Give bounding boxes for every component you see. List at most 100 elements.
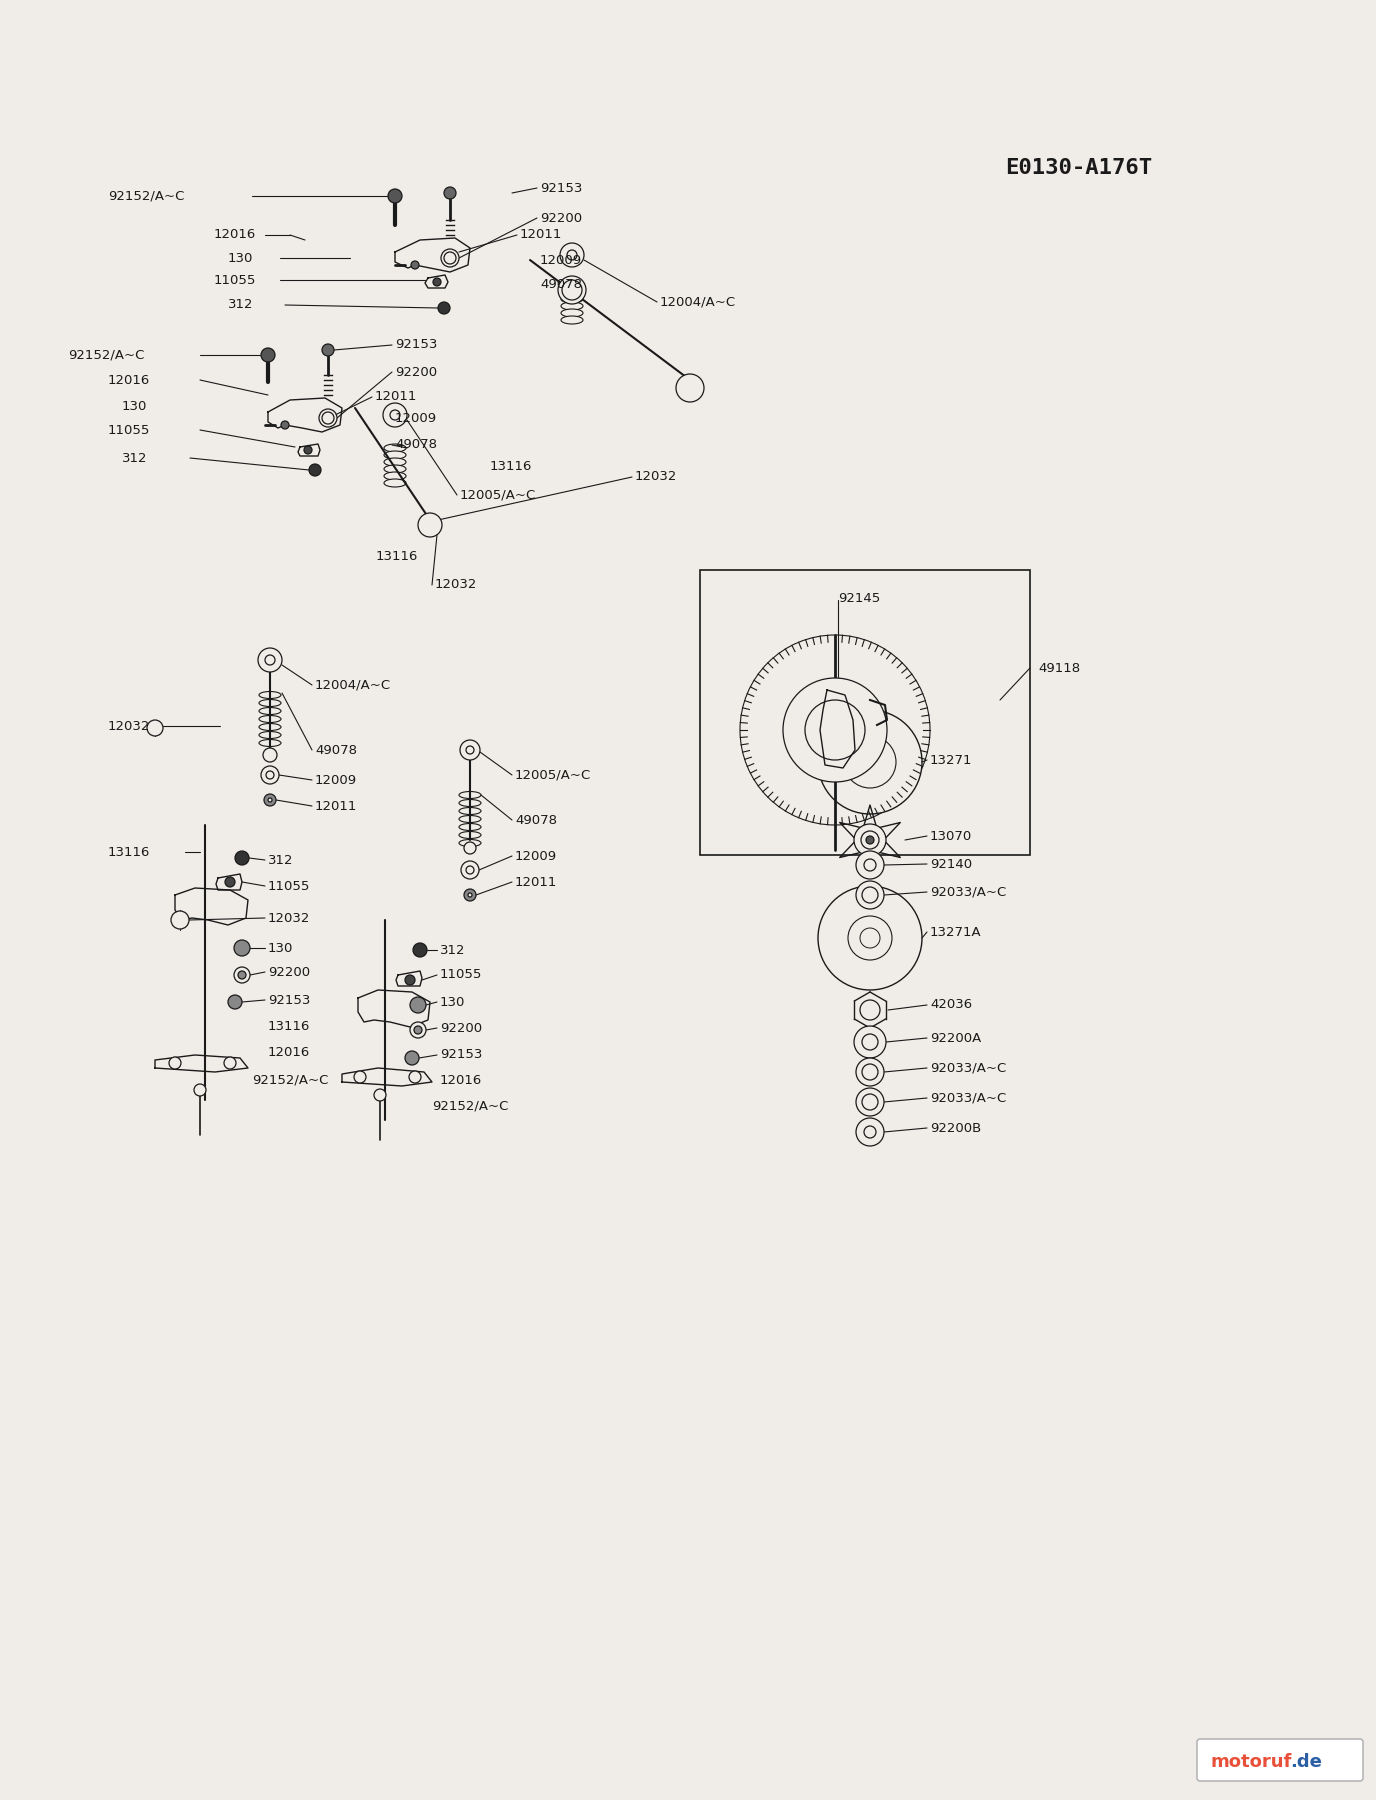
Text: 12011: 12011 [315, 799, 358, 812]
Polygon shape [175, 887, 248, 925]
Circle shape [147, 720, 162, 736]
Circle shape [466, 745, 473, 754]
Circle shape [411, 261, 420, 268]
Circle shape [561, 281, 582, 301]
Circle shape [860, 1001, 881, 1021]
Ellipse shape [561, 310, 583, 317]
Text: 312: 312 [440, 943, 465, 956]
Text: 92200B: 92200B [930, 1121, 981, 1134]
Ellipse shape [460, 799, 482, 806]
Text: 92200A: 92200A [930, 1031, 981, 1044]
Circle shape [464, 889, 476, 902]
Text: E0130-A176T: E0130-A176T [1004, 158, 1152, 178]
Polygon shape [396, 970, 422, 986]
Text: 12011: 12011 [376, 391, 417, 403]
Circle shape [322, 344, 334, 356]
Circle shape [354, 1071, 366, 1084]
Circle shape [410, 1022, 427, 1039]
Ellipse shape [384, 479, 406, 488]
FancyBboxPatch shape [1197, 1739, 1364, 1780]
Polygon shape [820, 689, 854, 769]
Circle shape [466, 866, 473, 875]
Circle shape [405, 1051, 420, 1066]
Ellipse shape [460, 839, 482, 846]
Circle shape [433, 277, 440, 286]
Circle shape [234, 967, 250, 983]
Circle shape [374, 1089, 387, 1102]
Circle shape [843, 736, 896, 788]
Circle shape [856, 851, 883, 878]
Circle shape [194, 1084, 206, 1096]
Circle shape [861, 1033, 878, 1049]
Circle shape [266, 655, 275, 664]
Text: 92152/A~C: 92152/A~C [67, 349, 144, 362]
Ellipse shape [259, 691, 281, 698]
Text: 12032: 12032 [435, 578, 477, 592]
Circle shape [567, 250, 577, 259]
Text: 92153: 92153 [268, 994, 311, 1006]
Polygon shape [425, 275, 449, 288]
Circle shape [228, 995, 242, 1010]
Text: motoruf: motoruf [1210, 1753, 1291, 1771]
Circle shape [405, 976, 416, 985]
Circle shape [560, 243, 583, 266]
Circle shape [848, 916, 892, 959]
Text: 12016: 12016 [107, 374, 150, 387]
Text: 130: 130 [268, 941, 293, 954]
Ellipse shape [259, 715, 281, 722]
Circle shape [740, 635, 930, 824]
Circle shape [409, 1071, 421, 1084]
Text: 312: 312 [122, 452, 147, 464]
Circle shape [310, 464, 321, 475]
Text: 130: 130 [122, 400, 147, 412]
Circle shape [414, 1026, 422, 1033]
Circle shape [413, 943, 427, 958]
Text: 11055: 11055 [215, 274, 256, 286]
Text: 49078: 49078 [539, 279, 582, 292]
Circle shape [856, 1087, 883, 1116]
Text: 12004/A~C: 12004/A~C [315, 679, 391, 691]
Circle shape [864, 1127, 877, 1138]
Text: 12011: 12011 [520, 229, 563, 241]
Circle shape [468, 893, 472, 896]
Text: 92153: 92153 [539, 182, 582, 194]
Circle shape [383, 403, 407, 427]
Text: 130: 130 [228, 252, 253, 265]
Circle shape [783, 679, 888, 781]
Text: 12004/A~C: 12004/A~C [660, 295, 736, 308]
Ellipse shape [259, 740, 281, 747]
Text: 12005/A~C: 12005/A~C [515, 769, 592, 781]
Text: 12016: 12016 [215, 229, 256, 241]
Circle shape [323, 414, 332, 421]
Circle shape [866, 835, 874, 844]
Text: 13116: 13116 [107, 846, 150, 859]
Circle shape [805, 700, 866, 760]
Text: 12032: 12032 [634, 470, 677, 484]
Ellipse shape [384, 452, 406, 459]
Text: 49078: 49078 [395, 439, 438, 452]
Ellipse shape [384, 457, 406, 466]
Text: 11055: 11055 [107, 423, 150, 437]
Circle shape [860, 929, 881, 949]
Text: 92033/A~C: 92033/A~C [930, 1091, 1006, 1105]
Text: 49078: 49078 [315, 743, 356, 756]
Text: 92153: 92153 [440, 1048, 483, 1062]
Text: 92033/A~C: 92033/A~C [930, 1062, 1006, 1075]
Circle shape [856, 1058, 883, 1085]
Ellipse shape [259, 707, 281, 715]
Circle shape [266, 770, 274, 779]
Text: 12032: 12032 [268, 911, 311, 925]
Ellipse shape [259, 724, 281, 731]
Circle shape [410, 997, 427, 1013]
Polygon shape [299, 445, 321, 455]
Circle shape [446, 254, 454, 263]
Circle shape [319, 409, 337, 427]
Text: 12009: 12009 [515, 850, 557, 862]
Text: 13271A: 13271A [930, 925, 981, 938]
Text: 92033/A~C: 92033/A~C [930, 886, 1006, 898]
Text: 312: 312 [228, 299, 253, 311]
Ellipse shape [460, 824, 482, 830]
Circle shape [854, 824, 886, 857]
Ellipse shape [460, 808, 482, 814]
Circle shape [861, 1064, 878, 1080]
